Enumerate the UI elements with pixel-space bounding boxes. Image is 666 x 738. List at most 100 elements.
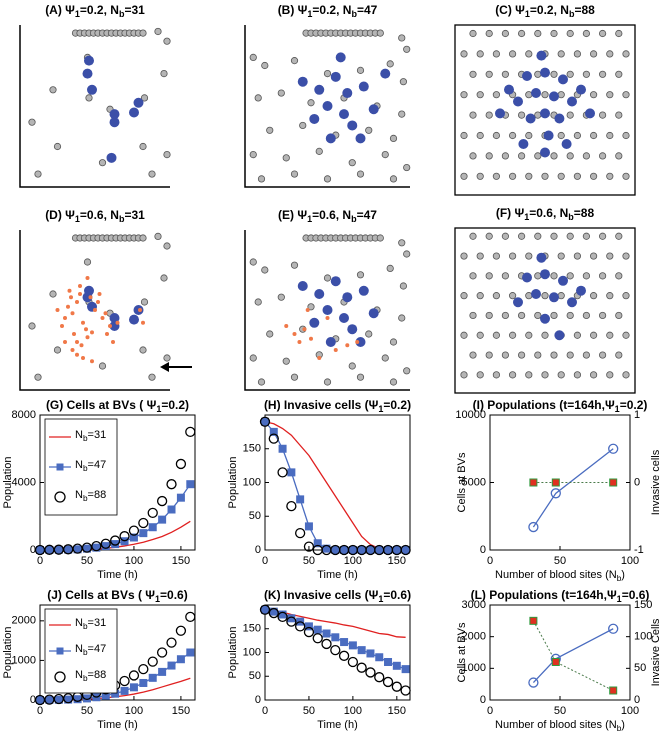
- y-axis-label: Population: [227, 627, 239, 679]
- y-tick-label: 0: [480, 694, 486, 706]
- cell: [129, 107, 139, 118]
- marker: [348, 546, 357, 554]
- site: [34, 373, 42, 381]
- cell-spark: [141, 320, 145, 325]
- text-part: =0.2, N: [530, 3, 569, 17]
- series-line: [532, 628, 614, 684]
- text-part: 1: [307, 9, 312, 19]
- cell: [297, 281, 308, 291]
- marker: [551, 478, 560, 487]
- site: [399, 282, 407, 290]
- text-part: ): [621, 719, 625, 731]
- axes-box: [264, 414, 411, 551]
- cell: [109, 313, 120, 323]
- cell: [314, 289, 325, 299]
- y-tick-label: 100: [243, 476, 261, 488]
- site: [615, 111, 623, 119]
- text-part: b: [119, 9, 125, 19]
- site: [485, 152, 493, 160]
- marker: [148, 673, 157, 682]
- cell: [322, 305, 333, 315]
- text-part: (I) Populations (t=164h,Ψ: [473, 398, 615, 412]
- text-part: =0.6, N: [529, 206, 568, 220]
- marker: [261, 417, 269, 426]
- site: [476, 331, 484, 339]
- series-line: [532, 448, 614, 528]
- marker: [322, 629, 331, 638]
- cell: [495, 108, 505, 119]
- axes-box: [489, 414, 631, 551]
- site: [476, 91, 484, 99]
- legend-box: [44, 418, 118, 516]
- text-part: b: [351, 9, 357, 19]
- marker: [401, 546, 410, 554]
- cell: [554, 113, 565, 124]
- cell: [525, 113, 536, 124]
- site: [517, 351, 526, 359]
- site: [541, 91, 549, 99]
- cell: [380, 68, 391, 79]
- marker: [286, 616, 297, 627]
- site: [557, 50, 565, 58]
- site: [323, 175, 332, 183]
- text-part: b: [119, 214, 125, 224]
- site: [148, 170, 156, 178]
- legend-marker: [54, 671, 66, 683]
- cell-spark: [63, 316, 67, 320]
- marker: [175, 625, 187, 636]
- text-part: =0.2, N: [312, 3, 351, 17]
- site: [589, 172, 598, 180]
- text-part: 1: [525, 9, 530, 19]
- site: [257, 378, 266, 386]
- text-part: (J) Cells at BVs ( Ψ: [47, 588, 155, 602]
- site: [85, 94, 93, 102]
- y-tick-label: 50: [249, 670, 261, 682]
- cell-spark: [302, 327, 307, 332]
- marker: [529, 478, 538, 487]
- site: [598, 152, 607, 160]
- y-tick-label: 4000: [12, 476, 36, 488]
- text-part: N: [75, 617, 83, 629]
- cell-spark: [292, 332, 297, 336]
- site: [557, 172, 565, 180]
- cell-spark: [96, 300, 100, 304]
- marker: [304, 622, 313, 631]
- cell: [513, 96, 523, 107]
- site: [476, 172, 484, 180]
- site: [557, 131, 565, 140]
- site: [469, 29, 477, 38]
- site: [476, 371, 484, 379]
- site: [541, 292, 549, 300]
- site: [566, 29, 574, 38]
- cell: [368, 308, 379, 319]
- x-tick-label: 50: [303, 705, 315, 717]
- cell-spark: [66, 304, 70, 309]
- site: [566, 311, 574, 320]
- site: [365, 330, 373, 338]
- cell: [540, 313, 550, 324]
- text-part: 1: [307, 214, 312, 224]
- cell: [335, 52, 346, 63]
- text-part: =0.6): [383, 588, 411, 602]
- site: [525, 331, 533, 339]
- text-part: (A) Ψ: [45, 3, 75, 17]
- y-tick-label: 50: [249, 510, 261, 522]
- text-part: =0.6): [160, 588, 188, 602]
- x-tick-label: 100: [125, 705, 143, 717]
- site: [356, 170, 365, 178]
- cell: [109, 109, 120, 120]
- cell-spark: [305, 308, 310, 312]
- cell: [504, 84, 514, 95]
- marker: [158, 667, 167, 676]
- cell: [82, 68, 93, 79]
- marker: [313, 625, 322, 634]
- site: [622, 252, 630, 260]
- site: [160, 70, 168, 78]
- site: [517, 111, 526, 119]
- site: [257, 175, 266, 183]
- site: [398, 239, 406, 247]
- site: [501, 232, 509, 240]
- site: [508, 331, 517, 339]
- legend-label: Nb=88: [75, 669, 106, 683]
- cell: [109, 117, 120, 128]
